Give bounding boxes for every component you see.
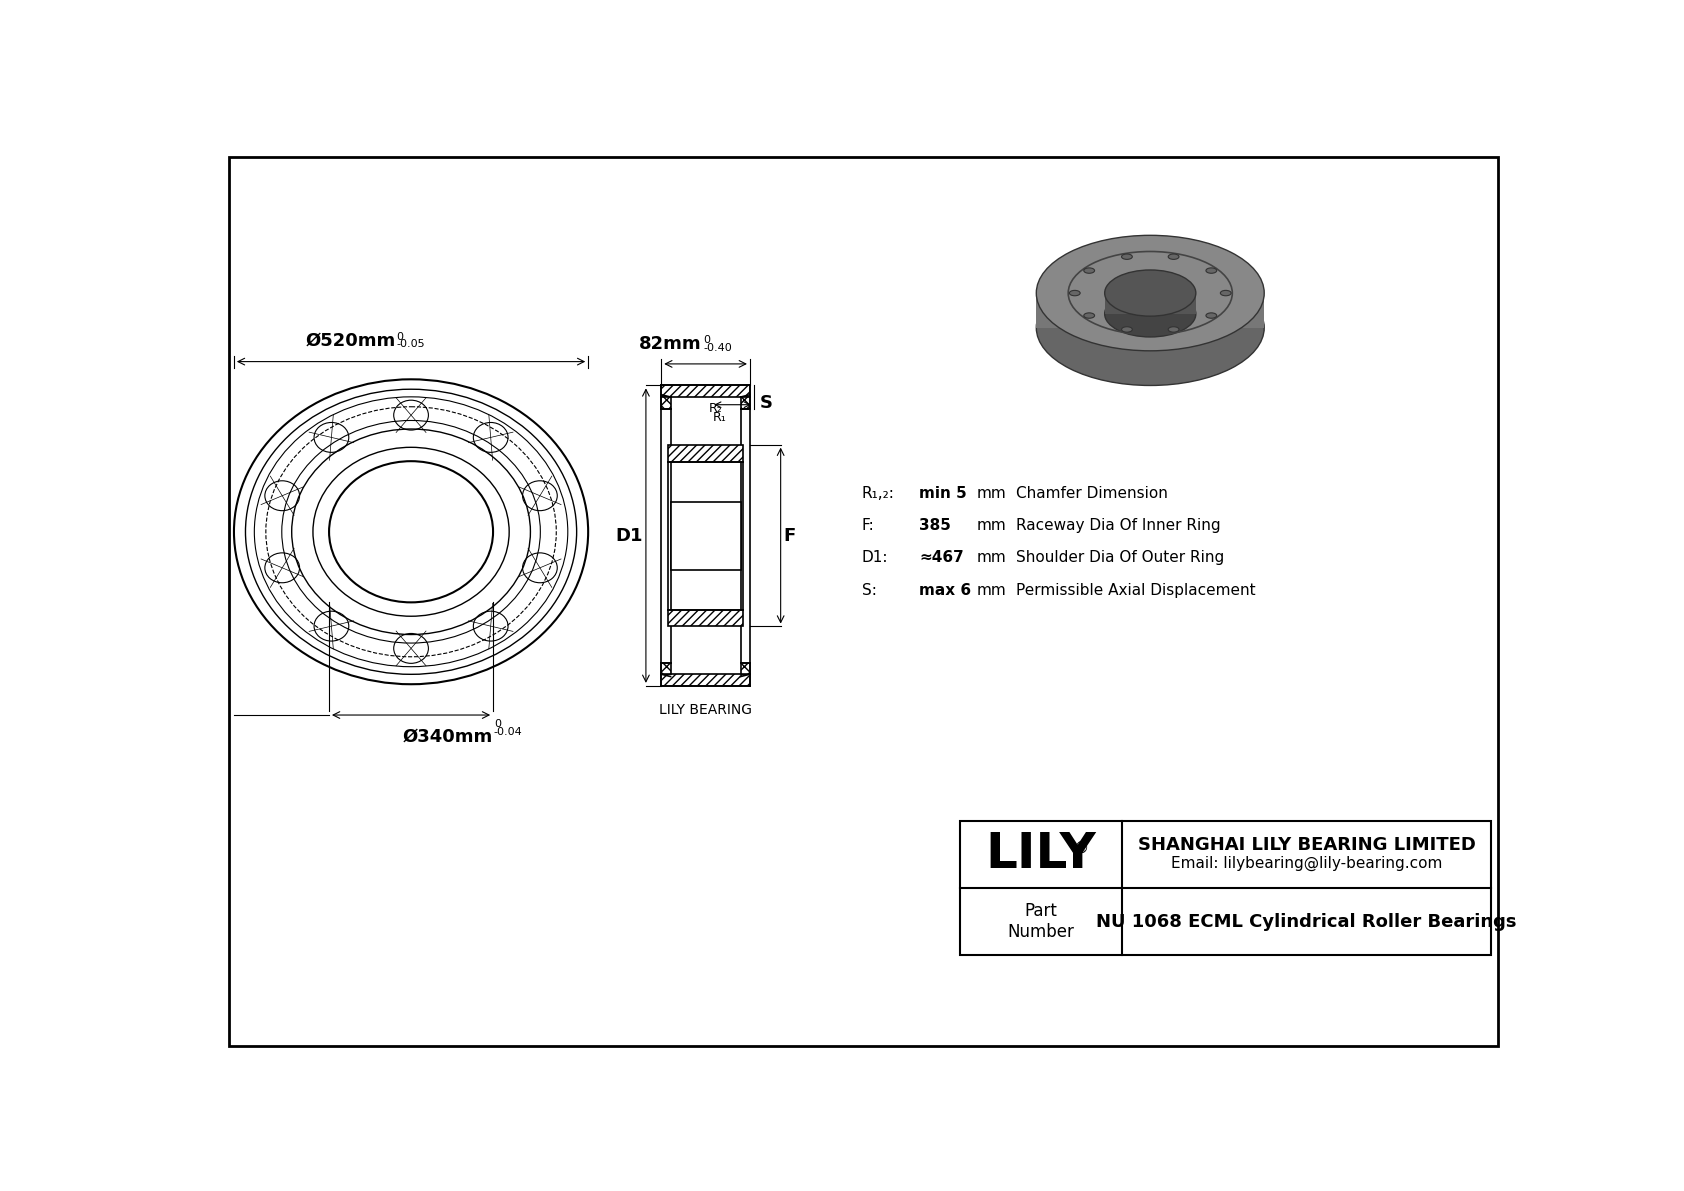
Ellipse shape [1169,254,1179,260]
Text: R₁,₂:: R₁,₂: [862,486,894,500]
Text: F: F [783,526,797,544]
Text: NU 1068 ECML Cylindrical Roller Bearings: NU 1068 ECML Cylindrical Roller Bearings [1096,912,1517,930]
Ellipse shape [1122,254,1132,260]
Ellipse shape [1206,268,1218,273]
Text: R₂: R₂ [709,401,722,414]
Text: Part
Number: Part Number [1007,903,1074,941]
Text: 385: 385 [919,518,951,534]
Ellipse shape [1105,270,1196,316]
Text: R₁: R₁ [712,411,727,424]
Polygon shape [662,674,749,686]
Text: mm: mm [977,486,1007,500]
Polygon shape [662,662,670,674]
Text: D1: D1 [615,526,643,544]
Text: 82mm: 82mm [640,335,702,353]
Text: 0: 0 [493,719,500,729]
Ellipse shape [1105,291,1196,337]
Text: S:: S: [862,582,876,598]
Text: 0: 0 [704,336,711,345]
Polygon shape [669,610,743,626]
Ellipse shape [1084,268,1095,273]
Polygon shape [1105,293,1196,314]
Ellipse shape [1036,270,1265,386]
Text: mm: mm [977,582,1007,598]
Ellipse shape [1122,326,1132,332]
Text: min 5: min 5 [919,486,967,500]
Polygon shape [662,397,670,409]
Text: Ø520mm: Ø520mm [305,331,396,349]
Text: F:: F: [862,518,874,534]
Text: ≈467: ≈467 [919,550,963,566]
Ellipse shape [1069,291,1079,295]
Polygon shape [670,501,741,569]
Polygon shape [1036,293,1265,328]
Ellipse shape [1036,236,1265,351]
Polygon shape [741,397,749,409]
Text: Raceway Dia Of Inner Ring: Raceway Dia Of Inner Ring [1015,518,1221,534]
Text: Email: lilybearing@lily-bearing.com: Email: lilybearing@lily-bearing.com [1170,856,1442,871]
Polygon shape [741,662,749,674]
Text: mm: mm [977,550,1007,566]
Ellipse shape [1169,326,1179,332]
Text: Ø340mm: Ø340mm [402,728,493,746]
Text: -0.40: -0.40 [704,343,733,353]
Polygon shape [662,386,749,397]
Text: max 6: max 6 [919,582,972,598]
Text: Permissible Axial Displacement: Permissible Axial Displacement [1015,582,1255,598]
Bar [960,821,1492,955]
Ellipse shape [1084,313,1095,318]
Text: mm: mm [977,518,1007,534]
Text: -0.04: -0.04 [493,727,522,736]
Ellipse shape [1221,291,1231,295]
Text: D1:: D1: [862,550,887,566]
Text: SHANGHAI LILY BEARING LIMITED: SHANGHAI LILY BEARING LIMITED [1138,836,1475,854]
Polygon shape [669,444,743,462]
Ellipse shape [1206,313,1218,318]
Text: -0.05: -0.05 [396,339,424,349]
Text: Chamfer Dimension: Chamfer Dimension [1015,486,1167,500]
Text: LILY: LILY [985,830,1096,878]
Text: Shoulder Dia Of Outer Ring: Shoulder Dia Of Outer Ring [1015,550,1224,566]
Text: S: S [759,394,773,412]
Text: ®: ® [1074,841,1090,855]
Text: 0: 0 [396,331,404,342]
Text: LILY BEARING: LILY BEARING [658,703,751,717]
